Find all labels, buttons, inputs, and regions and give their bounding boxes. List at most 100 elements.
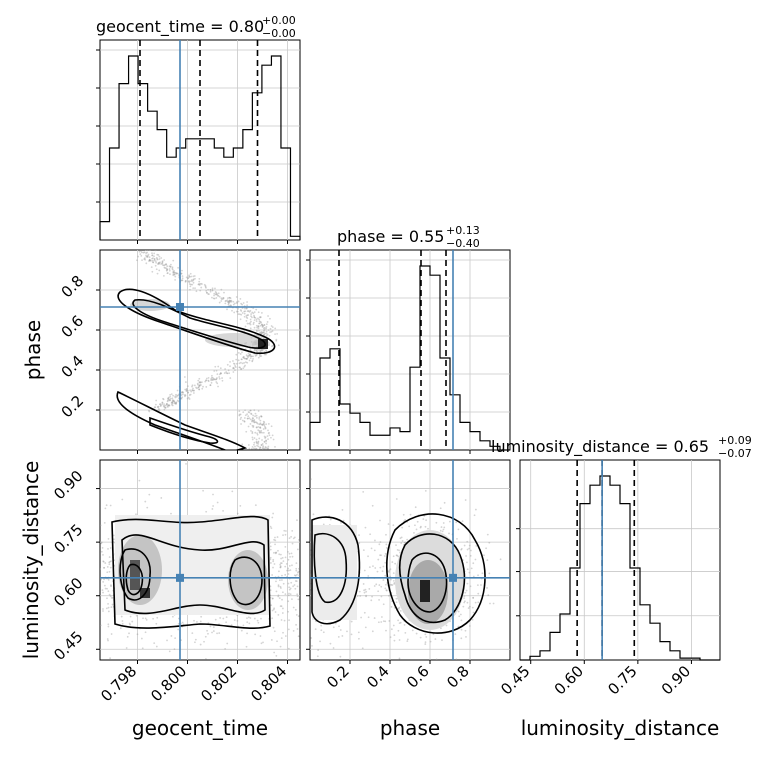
sample-point [191,385,193,388]
sample-point [260,423,263,426]
sample-point [181,269,183,272]
sample-point [294,608,297,611]
sample-point [279,645,282,648]
sample-point [371,630,374,633]
sample-point [250,355,253,358]
sample-point [394,562,397,565]
sample-point [110,585,112,588]
sample-point [274,536,276,539]
sample-point [406,640,409,643]
sample-point [279,553,282,556]
sample-point [248,451,250,453]
sample-point [458,615,461,618]
sample-point [106,638,109,640]
sample-point [246,417,249,420]
sample-point [154,250,157,252]
sample-point [198,284,201,286]
sample-point [275,338,278,341]
sample-point [220,297,223,300]
sample-point [191,632,194,634]
sample-point [252,357,254,360]
sample-point [383,555,386,557]
sample-point [148,410,151,413]
sample-point [368,566,371,569]
sample-point [196,621,198,623]
sample-point [284,565,287,568]
sample-point [470,567,473,570]
sample-point [148,247,150,249]
panel-frame [99,249,301,451]
sample-point [106,587,108,590]
sample-point [296,628,299,630]
sample-point [251,432,254,435]
x-tick-label-phase: 0.6 [403,662,433,692]
sample-point [144,258,147,261]
sample-point [225,371,228,373]
sample-point [205,291,208,294]
sample-point [258,423,261,426]
sample-point [102,608,104,610]
sample-point [252,420,255,423]
sample-point [264,425,266,428]
sample-point [312,513,315,516]
sample-point [161,260,164,263]
sample-point [253,419,255,422]
sample-point [275,580,277,583]
sample-point [193,619,195,622]
sample-point [320,624,323,627]
sample-point [223,291,225,294]
sample-point [281,598,283,601]
sample-point [216,501,219,504]
sample-point [194,287,196,290]
sample-point [364,526,367,529]
sample-point [222,298,224,300]
sample-point [246,322,249,325]
sample-point [260,429,263,432]
sample-point [473,514,476,517]
sample-point [176,399,179,402]
sample-point [261,446,264,449]
sample-point [389,636,392,639]
sample-point [181,275,184,277]
sample-point [258,320,261,323]
sample-point [472,596,475,599]
sample-point [466,568,469,571]
truth-marker [176,303,184,311]
sample-point [214,365,217,368]
sample-point [230,624,233,626]
sample-point [181,277,184,280]
sample-point [215,381,218,383]
density-peak [420,580,430,602]
sample-point [406,638,409,641]
title-phase-lower: −0.40 [446,237,480,250]
sample-point [248,359,251,362]
sample-point [243,315,246,318]
sample-point [448,520,451,523]
sample-point [249,409,252,412]
sample-point [271,609,274,612]
sample-point [464,591,467,594]
sample-point [260,415,262,418]
sample-point [279,605,282,608]
sample-point [409,513,412,516]
sample-point [424,643,427,645]
sample-point [258,322,260,325]
sample-point [311,644,313,647]
sample-point [177,628,180,631]
title-geocent-time-lower: −0.00 [262,27,296,40]
sample-point [365,594,368,597]
sample-point [259,422,262,425]
sample-point [316,655,319,658]
sample-point [252,426,255,428]
sample-point [244,361,247,364]
sample-point [277,613,280,616]
sample-point [488,572,491,575]
x-tick-label-geocent-time: 0.800 [147,662,190,705]
x-tick-label-geocent-time: 0.804 [247,662,290,705]
sample-point [400,542,403,544]
sample-point [172,259,175,262]
sample-point [228,296,231,299]
sample-point [153,255,155,258]
sample-point [108,570,111,573]
sample-point [440,526,443,528]
